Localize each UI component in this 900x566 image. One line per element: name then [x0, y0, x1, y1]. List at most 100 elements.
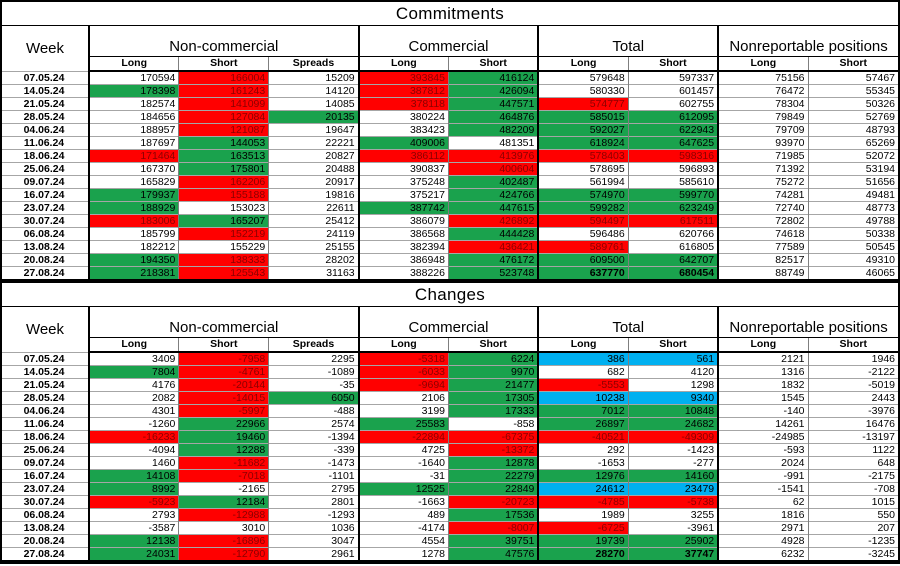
value-cell: 375217 — [357, 188, 449, 202]
week-cell: 16.07.24 — [2, 188, 90, 202]
value-cell: 16476 — [807, 417, 898, 431]
value-cell: 2443 — [807, 391, 898, 405]
value-cell: 4725 — [357, 443, 449, 457]
value-cell: 612095 — [627, 110, 719, 124]
value-cell: -31 — [357, 469, 449, 483]
group-header-commercial: Commercial — [357, 306, 539, 338]
value-cell: 561 — [627, 351, 719, 366]
value-cell: 184656 — [88, 110, 179, 124]
value-cell: 623249 — [627, 201, 719, 215]
value-cell: 4176 — [88, 378, 179, 392]
value-cell: 2574 — [268, 417, 359, 431]
value-cell: 9340 — [627, 391, 719, 405]
value-cell: 387812 — [357, 84, 449, 98]
value-cell: 20135 — [268, 110, 359, 124]
value-cell: 78304 — [717, 97, 808, 111]
value-cell: 22221 — [268, 136, 359, 150]
value-cell: 167370 — [88, 162, 179, 176]
value-cell: 49310 — [807, 253, 898, 267]
value-cell: 7804 — [88, 365, 179, 379]
value-cell: 14160 — [627, 469, 719, 483]
table-row: 14.05.24 178398 161243 14120 387812 426094 580… — [2, 84, 898, 98]
value-cell: 12976 — [537, 469, 629, 483]
value-cell: 585015 — [537, 110, 629, 124]
value-cell: 17333 — [448, 404, 539, 418]
value-cell: 386948 — [357, 253, 449, 267]
value-cell: 153023 — [178, 201, 269, 215]
week-cell: 25.06.24 — [2, 443, 90, 457]
value-cell: 1036 — [268, 521, 359, 535]
value-cell: 182574 — [88, 97, 179, 111]
table-row: 04.06.24 188957 121087 19647 383423 482209 592… — [2, 123, 898, 137]
table-row: 04.06.24 4301 -5997 -488 3199 17333 7012 10848-… — [2, 404, 898, 418]
value-cell: -1541 — [717, 482, 808, 496]
week-cell: 20.08.24 — [2, 253, 90, 267]
value-cell: 20917 — [268, 175, 359, 189]
group-header-nonreportable: Nonreportable positions — [717, 306, 898, 338]
week-cell: 06.08.24 — [2, 508, 90, 522]
value-cell: -13197 — [807, 430, 898, 444]
table-row: 07.05.24 170594 166004 15209 393845 416124 579… — [2, 70, 898, 85]
value-cell: 183006 — [88, 214, 179, 228]
value-cell: 17305 — [448, 391, 539, 405]
value-cell: 14108 — [88, 469, 179, 483]
table-row: 07.05.24 3409 -7958 2295 -5318 6224 386 561 2121… — [2, 351, 898, 366]
value-cell: 22966 — [178, 417, 269, 431]
value-cell: 19460 — [178, 430, 269, 444]
value-cell: 50338 — [807, 227, 898, 241]
value-cell: 48793 — [807, 123, 898, 137]
group-header-noncommercial: Non-commercial — [89, 306, 359, 338]
value-cell: 12525 — [357, 482, 449, 496]
value-cell: 141099 — [178, 97, 269, 111]
col-header-long: Long — [357, 337, 449, 353]
value-cell: 598316 — [627, 149, 719, 163]
table-row: 27.08.24 24031 -12790 2961 1278 47576 28270 377… — [2, 547, 898, 562]
week-cell: 20.08.24 — [2, 534, 90, 548]
value-cell: -5923 — [88, 495, 179, 509]
col-header-short: Short — [178, 56, 269, 72]
value-cell: 62 — [717, 495, 808, 509]
value-cell: 424766 — [448, 188, 539, 202]
value-cell: 386112 — [357, 149, 449, 163]
value-cell: 28270 — [537, 547, 629, 562]
value-cell: 138333 — [178, 253, 269, 267]
value-cell: 182212 — [88, 240, 179, 254]
value-cell: -4174 — [357, 521, 449, 535]
value-cell: 4301 — [88, 404, 179, 418]
week-cell: 13.08.24 — [2, 521, 90, 535]
value-cell: 185799 — [88, 227, 179, 241]
value-cell: 648 — [807, 456, 898, 470]
value-cell: 7012 — [537, 404, 629, 418]
week-cell: 07.05.24 — [2, 351, 90, 366]
changes-title: Changes — [2, 281, 898, 307]
value-cell: 125543 — [178, 266, 269, 281]
value-cell: 413976 — [448, 149, 539, 163]
value-cell: 23479 — [627, 482, 719, 496]
value-cell: 52769 — [807, 110, 898, 124]
value-cell: 400604 — [448, 162, 539, 176]
value-cell: 597337 — [627, 70, 719, 85]
value-cell: -67375 — [448, 430, 539, 444]
value-cell: 48773 — [807, 201, 898, 215]
value-cell: 447571 — [448, 97, 539, 111]
value-cell: 22849 — [448, 482, 539, 496]
value-cell: -1473 — [268, 456, 359, 470]
value-cell: 79849 — [717, 110, 808, 124]
week-cell: 25.06.24 — [2, 162, 90, 176]
value-cell: -1394 — [268, 430, 359, 444]
value-cell: -20144 — [178, 378, 269, 392]
value-cell: 28202 — [268, 253, 359, 267]
value-cell: 523748 — [448, 266, 539, 281]
value-cell: -6725 — [537, 521, 629, 535]
table-row: 25.06.24 167370 175801 20488 390837 400604 578… — [2, 162, 898, 176]
value-cell: -3245 — [807, 547, 898, 562]
value-cell: 12878 — [448, 456, 539, 470]
value-cell: 2795 — [268, 482, 359, 496]
value-cell: 464876 — [448, 110, 539, 124]
value-cell: 19739 — [537, 534, 629, 548]
table-row: 28.05.24 184656 127084 20135 380224 464876 585… — [2, 110, 898, 124]
value-cell: 616805 — [627, 240, 719, 254]
value-cell: 6050 — [268, 391, 359, 405]
value-cell: 82517 — [717, 253, 808, 267]
value-cell: 447615 — [448, 201, 539, 215]
